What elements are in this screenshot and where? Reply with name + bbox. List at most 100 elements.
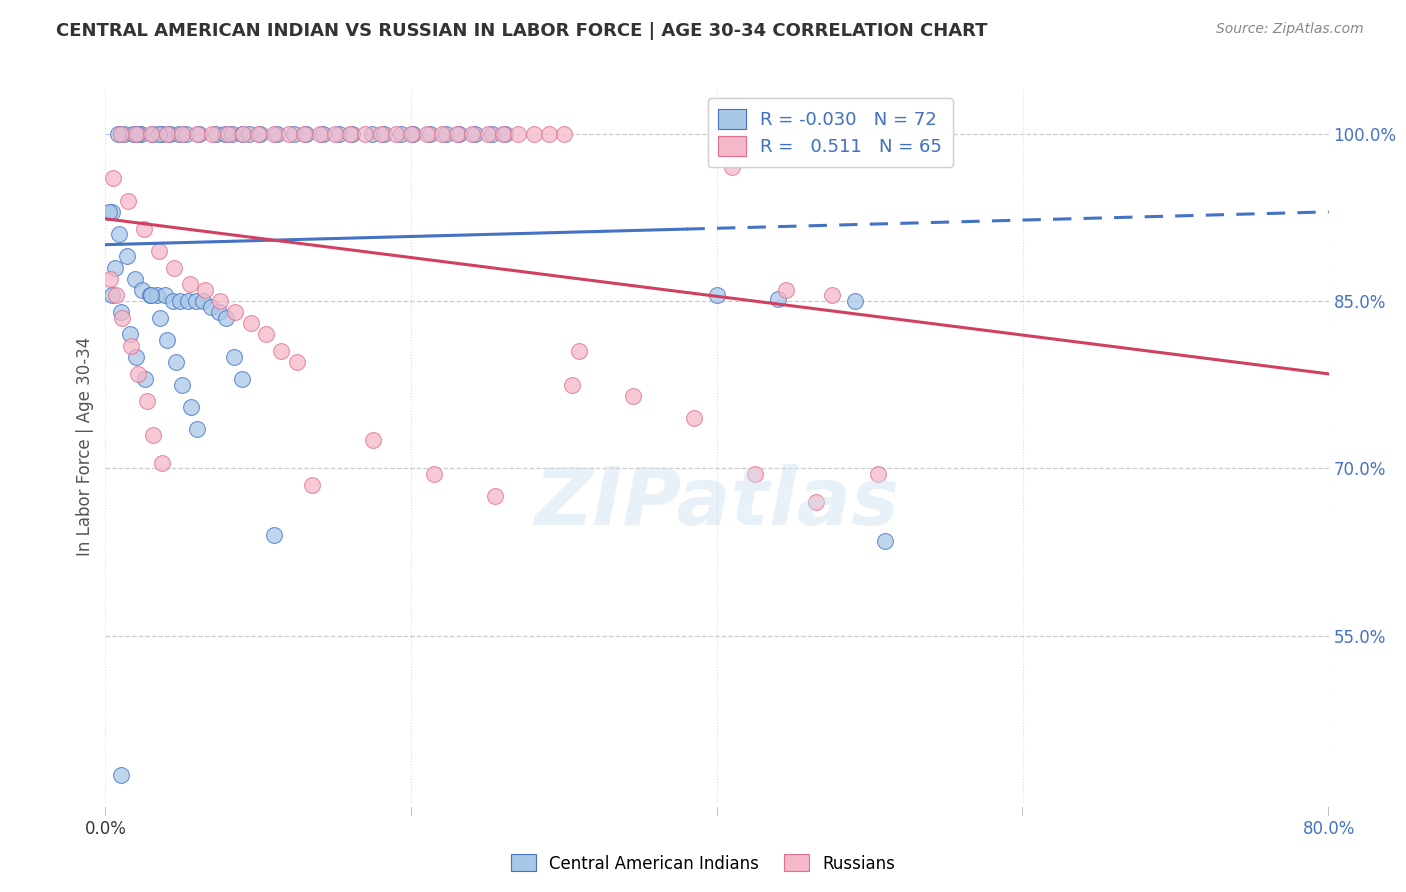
Point (292, 127, 315, 141)
Point (744, 467, 766, 481)
Point (553, 127, 575, 141)
Point (122, 127, 145, 141)
Point (389, 127, 412, 141)
Text: Source: ZipAtlas.com: Source: ZipAtlas.com (1216, 22, 1364, 37)
Point (494, 127, 516, 141)
Text: ZIPatlas: ZIPatlas (534, 464, 900, 542)
Point (340, 127, 363, 141)
Point (806, 494, 828, 508)
Point (167, 127, 190, 141)
Point (263, 528, 285, 542)
Point (209, 293, 232, 308)
Point (177, 293, 200, 308)
Legend: R = -0.030   N = 72, R =   0.511   N = 65: R = -0.030 N = 72, R = 0.511 N = 65 (707, 98, 953, 167)
Point (127, 127, 149, 141)
Point (105, 288, 128, 302)
Y-axis label: In Labor Force | Age 30-34: In Labor Force | Age 30-34 (76, 336, 94, 556)
Point (231, 372, 253, 386)
Point (100, 288, 122, 302)
Text: |: | (716, 807, 718, 816)
Point (142, 127, 165, 141)
Text: |: | (104, 807, 107, 816)
Point (207, 305, 229, 319)
Point (141, 127, 163, 141)
Point (361, 434, 384, 448)
Point (169, 293, 191, 308)
Text: |: | (409, 807, 413, 816)
Point (176, 127, 198, 141)
Point (683, 411, 706, 425)
Text: 0.0%: 0.0% (84, 820, 127, 838)
Point (283, 127, 305, 141)
Point (150, 456, 173, 470)
Point (186, 422, 208, 436)
Point (231, 127, 253, 141)
Point (621, 389, 644, 403)
Point (159, 127, 181, 141)
Point (222, 350, 245, 364)
Point (148, 244, 170, 258)
Point (101, 171, 124, 186)
Point (461, 127, 484, 141)
Text: |: | (1021, 807, 1025, 816)
Point (285, 355, 308, 369)
Point (464, 127, 486, 141)
Point (508, 127, 530, 141)
Point (170, 377, 193, 392)
Point (132, 221, 155, 235)
Point (104, 260, 127, 275)
Point (187, 127, 209, 141)
Text: 80.0%: 80.0% (1302, 820, 1355, 838)
Point (492, 127, 515, 141)
Point (214, 127, 236, 141)
Point (194, 283, 217, 297)
Point (134, 372, 156, 386)
Point (135, 394, 157, 409)
Point (124, 271, 146, 285)
Point (149, 310, 172, 325)
Point (875, 533, 897, 548)
Point (370, 127, 392, 141)
Point (866, 467, 889, 481)
Point (107, 127, 129, 141)
Point (193, 293, 215, 308)
Point (186, 127, 208, 141)
Point (430, 127, 453, 141)
Point (129, 127, 152, 141)
Point (270, 344, 292, 359)
Point (419, 127, 441, 141)
Point (204, 127, 226, 141)
Point (179, 277, 201, 292)
Point (484, 489, 506, 503)
Point (165, 355, 187, 369)
Point (537, 127, 560, 141)
Point (477, 127, 499, 141)
Point (278, 127, 301, 141)
Point (263, 127, 285, 141)
Point (150, 127, 173, 141)
Point (301, 478, 323, 492)
Point (118, 327, 141, 342)
Point (294, 127, 316, 141)
Point (224, 305, 246, 319)
Point (249, 127, 271, 141)
Point (266, 127, 288, 141)
Point (125, 127, 148, 141)
Point (221, 127, 243, 141)
Point (162, 293, 184, 308)
Point (328, 127, 350, 141)
Point (148, 127, 170, 141)
Point (110, 768, 132, 782)
Point (401, 127, 423, 141)
Text: CENTRAL AMERICAN INDIAN VS RUSSIAN IN LABOR FORCE | AGE 30-34 CORRELATION CHART: CENTRAL AMERICAN INDIAN VS RUSSIAN IN LA… (56, 22, 988, 40)
Point (156, 127, 179, 141)
Point (339, 127, 361, 141)
Point (402, 127, 425, 141)
Point (523, 127, 546, 141)
Point (180, 400, 202, 414)
Text: |: | (1327, 807, 1330, 816)
Point (354, 127, 377, 141)
Point (415, 127, 437, 141)
Point (125, 350, 148, 364)
Point (254, 327, 277, 342)
